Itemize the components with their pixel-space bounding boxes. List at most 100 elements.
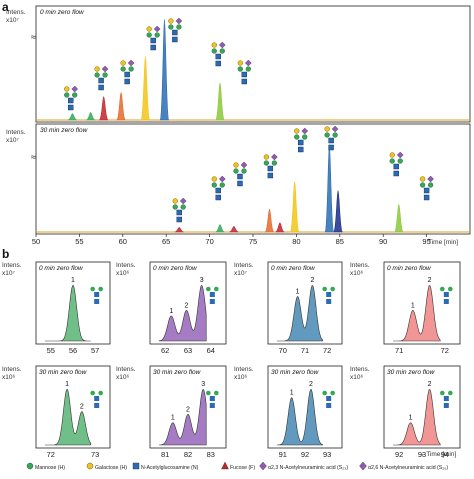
glcnac-square bbox=[94, 396, 100, 401]
glcnac-square bbox=[423, 194, 430, 201]
mannose-circle bbox=[420, 182, 426, 188]
mini-peak-area bbox=[276, 285, 324, 342]
glycan-structures bbox=[64, 17, 434, 223]
glcnac-square bbox=[443, 292, 449, 297]
glcnac-square bbox=[150, 37, 156, 44]
legend-swatch bbox=[221, 461, 229, 470]
mini-peak-label: 2 bbox=[309, 381, 313, 388]
x-tick-label: 50 bbox=[32, 237, 40, 246]
glcnac-square bbox=[209, 403, 215, 408]
glcnac-square bbox=[393, 163, 399, 170]
mannose-circle bbox=[128, 66, 134, 72]
mini-ylabel: Intens. bbox=[2, 262, 22, 269]
mannose-circle bbox=[324, 132, 330, 138]
mannose-circle bbox=[389, 158, 395, 164]
glcnac-square bbox=[237, 180, 243, 187]
bottom-trace-peak bbox=[174, 227, 184, 233]
glcnac-square bbox=[124, 71, 130, 78]
legend-label: Galactose (H) bbox=[95, 465, 127, 471]
mannose-circle bbox=[180, 204, 186, 210]
mini-x-tick: 56 bbox=[69, 346, 77, 355]
sialic-diamond bbox=[218, 175, 226, 183]
mini-peak-area bbox=[393, 285, 441, 342]
mini-x-tick: 57 bbox=[91, 346, 99, 355]
mannose-circle bbox=[428, 182, 434, 188]
mini-chart-frame bbox=[383, 365, 461, 449]
glcnac-square bbox=[326, 396, 332, 401]
bottom-trace-peak bbox=[264, 208, 275, 233]
galactose-circle bbox=[94, 66, 100, 72]
mannose-circle bbox=[206, 286, 211, 292]
mini-peak-area bbox=[158, 284, 207, 342]
mini-chart: Intens.x10⁷ 0 min zero flow 1 2 70 71 72 bbox=[234, 261, 343, 355]
legend-label: α2,3 N-Acetylneuraminic acid (S₂₃) bbox=[268, 465, 348, 471]
mini-peak-area bbox=[393, 389, 441, 446]
glcnac-square bbox=[176, 209, 182, 216]
mini-x-tick: 92 bbox=[301, 450, 309, 459]
galactose-circle bbox=[324, 126, 330, 132]
mini-peak-label: 2 bbox=[428, 381, 432, 388]
mini-chart-frame bbox=[149, 365, 227, 449]
galactose-circle bbox=[237, 60, 243, 66]
sialic-diamond bbox=[218, 41, 226, 49]
mini-x-tick: 91 bbox=[279, 450, 287, 459]
mini-x-tick: 83 bbox=[207, 450, 215, 459]
glcnac-square bbox=[443, 396, 449, 401]
galactose-circle bbox=[233, 162, 239, 168]
glcnac-square bbox=[326, 299, 332, 304]
mini-chart: Intens.x10⁶ 0 min zero flow 1 2 71 72 bbox=[350, 261, 461, 355]
mini-ylabel: Intens. bbox=[350, 366, 370, 373]
mannose-circle bbox=[330, 286, 335, 292]
mini-x-tick: 55 bbox=[47, 346, 55, 355]
mannose-circle bbox=[98, 286, 103, 292]
glcnac-square bbox=[94, 403, 100, 408]
mini-chart-frame bbox=[383, 261, 461, 345]
mini-x-tick: 82 bbox=[184, 450, 192, 459]
glcnac-square bbox=[326, 292, 332, 297]
galactose-circle bbox=[294, 128, 300, 134]
galactose-circle bbox=[211, 42, 217, 48]
mini-ylabel: Intens. bbox=[350, 262, 370, 269]
mini-peak-label: 1 bbox=[290, 390, 294, 397]
glcnac-square bbox=[94, 299, 100, 304]
mini-x-tick: 72 bbox=[323, 346, 331, 355]
glcnac-square bbox=[443, 403, 449, 408]
mannose-circle bbox=[211, 182, 217, 188]
x-tick-label: 60 bbox=[119, 237, 127, 246]
mini-x-tick: 73 bbox=[91, 450, 99, 459]
mini-chart-frame bbox=[267, 261, 343, 345]
mannose-circle bbox=[176, 24, 182, 30]
bottom-trace-peak bbox=[289, 181, 300, 233]
mannose-circle bbox=[302, 134, 308, 140]
glcnac-square bbox=[176, 216, 182, 223]
glcnac-square bbox=[443, 299, 449, 304]
bottom-trace-peak bbox=[275, 222, 285, 233]
top-trace-title: 0 min zero flow bbox=[40, 9, 85, 16]
mannose-circle bbox=[120, 66, 126, 72]
glcnac-square bbox=[98, 84, 104, 91]
glcnac-square bbox=[241, 78, 248, 85]
glcnac-square bbox=[267, 172, 274, 179]
mannose-circle bbox=[214, 286, 219, 292]
galactose-circle bbox=[420, 176, 426, 182]
mini-peak-label: 1 bbox=[171, 415, 175, 422]
legend: Mannose (H) Galactose (H) N-Acetylglucosam… bbox=[26, 461, 448, 471]
galactose-circle bbox=[172, 198, 178, 204]
glcnac-square bbox=[209, 396, 215, 401]
mannose-circle bbox=[448, 390, 453, 396]
mannose-circle bbox=[102, 72, 108, 78]
mini-ylabel: Intens. bbox=[116, 262, 136, 269]
mini-peak-label: 2 bbox=[80, 404, 84, 411]
glcnac-square bbox=[215, 60, 221, 67]
mannose-circle bbox=[233, 168, 239, 174]
x-tick-label: 90 bbox=[379, 237, 387, 246]
bottom-trace-peak bbox=[229, 226, 239, 233]
glcnac-square bbox=[298, 139, 304, 146]
glcnac-square bbox=[215, 53, 221, 60]
mannose-circle bbox=[263, 160, 269, 166]
x-tick-label: 65 bbox=[162, 237, 170, 246]
mini-chart: Intens.x10⁶ 0 min zero flow 1 2 3 62 63 64 bbox=[116, 261, 227, 355]
mannose-circle bbox=[206, 390, 211, 396]
mini-x-tick: 63 bbox=[184, 346, 192, 355]
x-tick-label: 70 bbox=[205, 237, 213, 246]
